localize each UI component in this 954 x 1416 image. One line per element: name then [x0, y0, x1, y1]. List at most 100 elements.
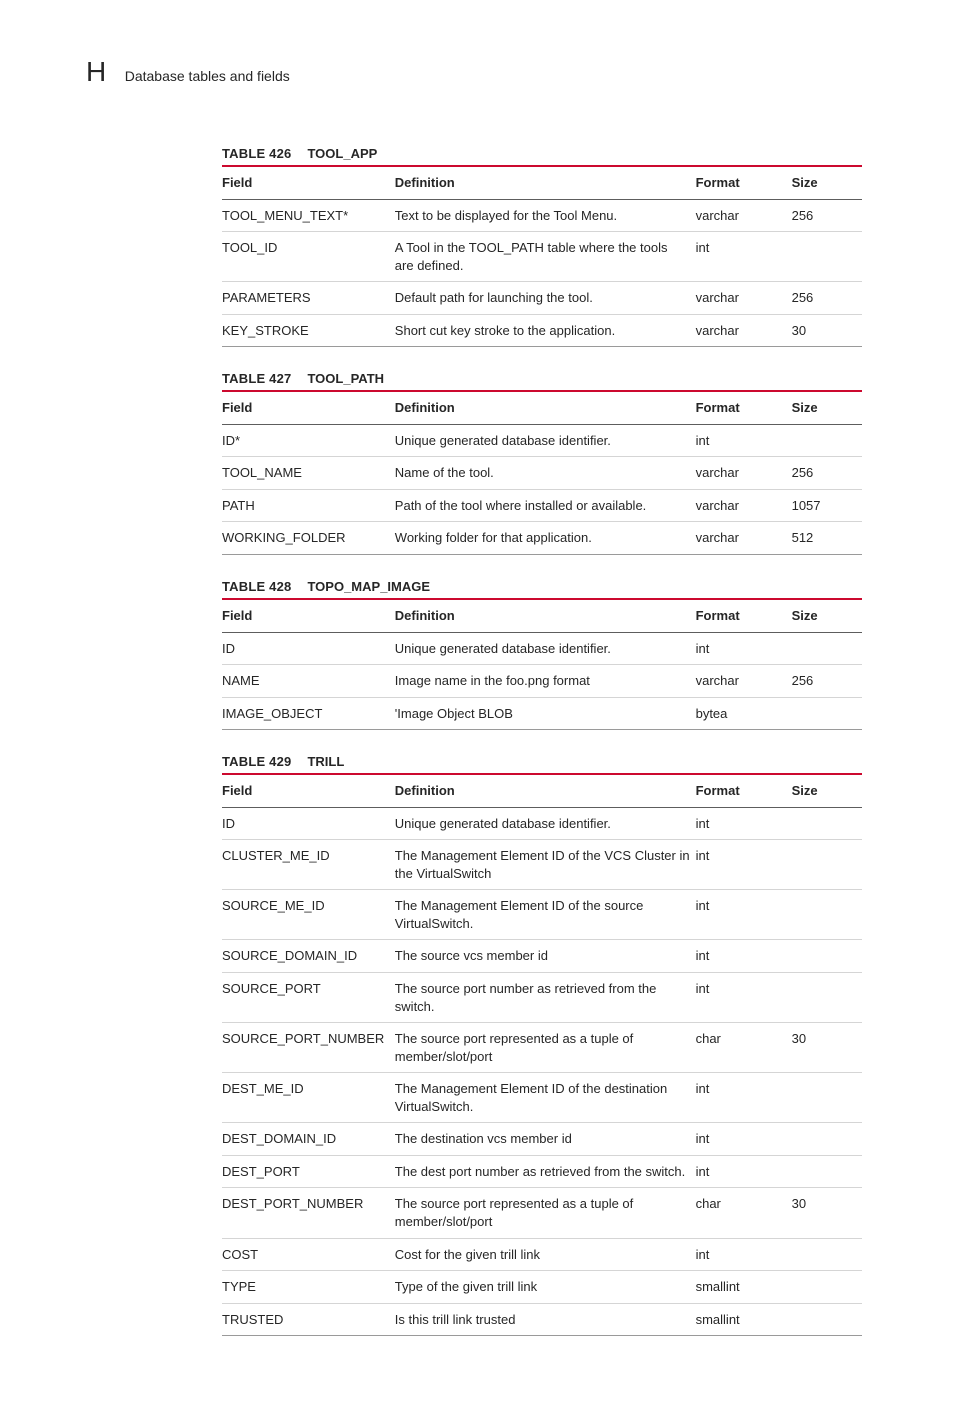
col-definition: Definition [395, 391, 696, 424]
table-row: WORKING_FOLDERWorking folder for that ap… [222, 522, 862, 555]
col-field: Field [222, 166, 395, 199]
cell-format: varchar [696, 282, 792, 315]
appendix-letter: H [86, 56, 107, 88]
table-row: DEST_DOMAIN_IDThe destination vcs member… [222, 1123, 862, 1156]
table-caption: TABLE 426 TOOL_APP [222, 146, 862, 161]
cell-format: int [696, 973, 792, 1023]
cell-format: smallint [696, 1271, 792, 1304]
table-row: IDUnique generated database identifier.i… [222, 632, 862, 665]
table-row: SOURCE_DOMAIN_IDThe source vcs member id… [222, 940, 862, 973]
table-name: TOOL_PATH [307, 371, 384, 386]
cell-definition: Name of the tool. [395, 457, 696, 490]
table-row: TOOL_MENU_TEXT*Text to be displayed for … [222, 199, 862, 232]
table-row: IMAGE_OBJECT'Image Object BLOBbytea [222, 697, 862, 730]
col-field: Field [222, 599, 395, 632]
cell-size: 256 [792, 199, 862, 232]
col-size: Size [792, 599, 862, 632]
table-block: TABLE 428TOPO_MAP_IMAGEFieldDefinitionFo… [222, 579, 862, 730]
cell-format: int [696, 940, 792, 973]
table-row: SOURCE_PORT_NUMBERThe source port repres… [222, 1023, 862, 1073]
cell-size [792, 632, 862, 665]
table-row: COSTCost for the given trill linkint [222, 1238, 862, 1271]
col-format: Format [696, 166, 792, 199]
cell-format: varchar [696, 314, 792, 347]
cell-field: ID* [222, 424, 395, 457]
cell-size: 256 [792, 665, 862, 698]
cell-format: int [696, 840, 792, 890]
col-definition: Definition [395, 166, 696, 199]
cell-field: ID [222, 807, 395, 840]
cell-format: int [696, 232, 792, 282]
cell-field: DEST_PORT_NUMBER [222, 1188, 395, 1238]
cell-field: SOURCE_PORT [222, 973, 395, 1023]
cell-field: ID [222, 632, 395, 665]
cell-size: 30 [792, 1188, 862, 1238]
table-row: CLUSTER_ME_IDThe Management Element ID o… [222, 840, 862, 890]
col-format: Format [696, 774, 792, 807]
table-row: TYPEType of the given trill linksmallint [222, 1271, 862, 1304]
cell-definition: The source port number as retrieved from… [395, 973, 696, 1023]
table-row: DEST_PORT_NUMBERThe source port represen… [222, 1188, 862, 1238]
data-table: FieldDefinitionFormatSizeIDUnique genera… [222, 598, 862, 730]
cell-format: int [696, 1238, 792, 1271]
cell-definition: Image name in the foo.png format [395, 665, 696, 698]
cell-size: 30 [792, 314, 862, 347]
table-row: PATHPath of the tool where installed or … [222, 489, 862, 522]
col-field: Field [222, 391, 395, 424]
cell-definition: Cost for the given trill link [395, 1238, 696, 1271]
cell-format: int [696, 424, 792, 457]
cell-size [792, 940, 862, 973]
table-name: TOOL_APP [307, 146, 377, 161]
table-row: NAMEImage name in the foo.png formatvarc… [222, 665, 862, 698]
table-row: SOURCE_ME_IDThe Management Element ID of… [222, 890, 862, 940]
cell-size [792, 973, 862, 1023]
table-caption: TABLE 428 TOPO_MAP_IMAGE [222, 579, 862, 594]
col-size: Size [792, 774, 862, 807]
cell-format: int [696, 890, 792, 940]
cell-size: 30 [792, 1023, 862, 1073]
table-header-row: FieldDefinitionFormatSize [222, 166, 862, 199]
cell-definition: Text to be displayed for the Tool Menu. [395, 199, 696, 232]
table-number: TABLE 427 [222, 371, 291, 386]
cell-size [792, 1073, 862, 1123]
cell-definition: The Management Element ID of the source … [395, 890, 696, 940]
table-caption: TABLE 427 TOOL_PATH [222, 371, 862, 386]
table-block: TABLE 427 TOOL_PATH FieldDefinitionFormatS… [222, 371, 862, 555]
page-header: H Database tables and fields [86, 56, 862, 88]
cell-definition: The source port represented as a tuple o… [395, 1188, 696, 1238]
table-row: DEST_ME_IDThe Management Element ID of t… [222, 1073, 862, 1123]
cell-format: char [696, 1188, 792, 1238]
cell-format: smallint [696, 1303, 792, 1336]
col-size: Size [792, 166, 862, 199]
table-row: ID*Unique generated database identifier.… [222, 424, 862, 457]
table-number: TABLE 426 [222, 146, 291, 161]
cell-format: char [696, 1023, 792, 1073]
cell-size [792, 890, 862, 940]
cell-size [792, 697, 862, 730]
cell-field: COST [222, 1238, 395, 1271]
table-header-row: FieldDefinitionFormatSize [222, 391, 862, 424]
cell-definition: Default path for launching the tool. [395, 282, 696, 315]
cell-definition: Working folder for that application. [395, 522, 696, 555]
cell-format: int [696, 1123, 792, 1156]
cell-definition: Type of the given trill link [395, 1271, 696, 1304]
cell-definition: Unique generated database identifier. [395, 632, 696, 665]
cell-format: varchar [696, 522, 792, 555]
cell-format: varchar [696, 489, 792, 522]
col-size: Size [792, 391, 862, 424]
table-row: TOOL_NAMEName of the tool.varchar256 [222, 457, 862, 490]
cell-format: varchar [696, 665, 792, 698]
cell-format: int [696, 1073, 792, 1123]
cell-field: PARAMETERS [222, 282, 395, 315]
cell-format: int [696, 1155, 792, 1188]
table-number: TABLE 428 [222, 579, 291, 594]
cell-format: int [696, 807, 792, 840]
table-name: TOPO_MAP_IMAGE [307, 579, 430, 594]
cell-definition: Is this trill link trusted [395, 1303, 696, 1336]
cell-definition: The destination vcs member id [395, 1123, 696, 1156]
table-row: IDUnique generated database identifier.i… [222, 807, 862, 840]
cell-field: PATH [222, 489, 395, 522]
data-table: FieldDefinitionFormatSizeID*Unique gener… [222, 390, 862, 555]
cell-definition: The source port represented as a tuple o… [395, 1023, 696, 1073]
cell-definition: Unique generated database identifier. [395, 807, 696, 840]
